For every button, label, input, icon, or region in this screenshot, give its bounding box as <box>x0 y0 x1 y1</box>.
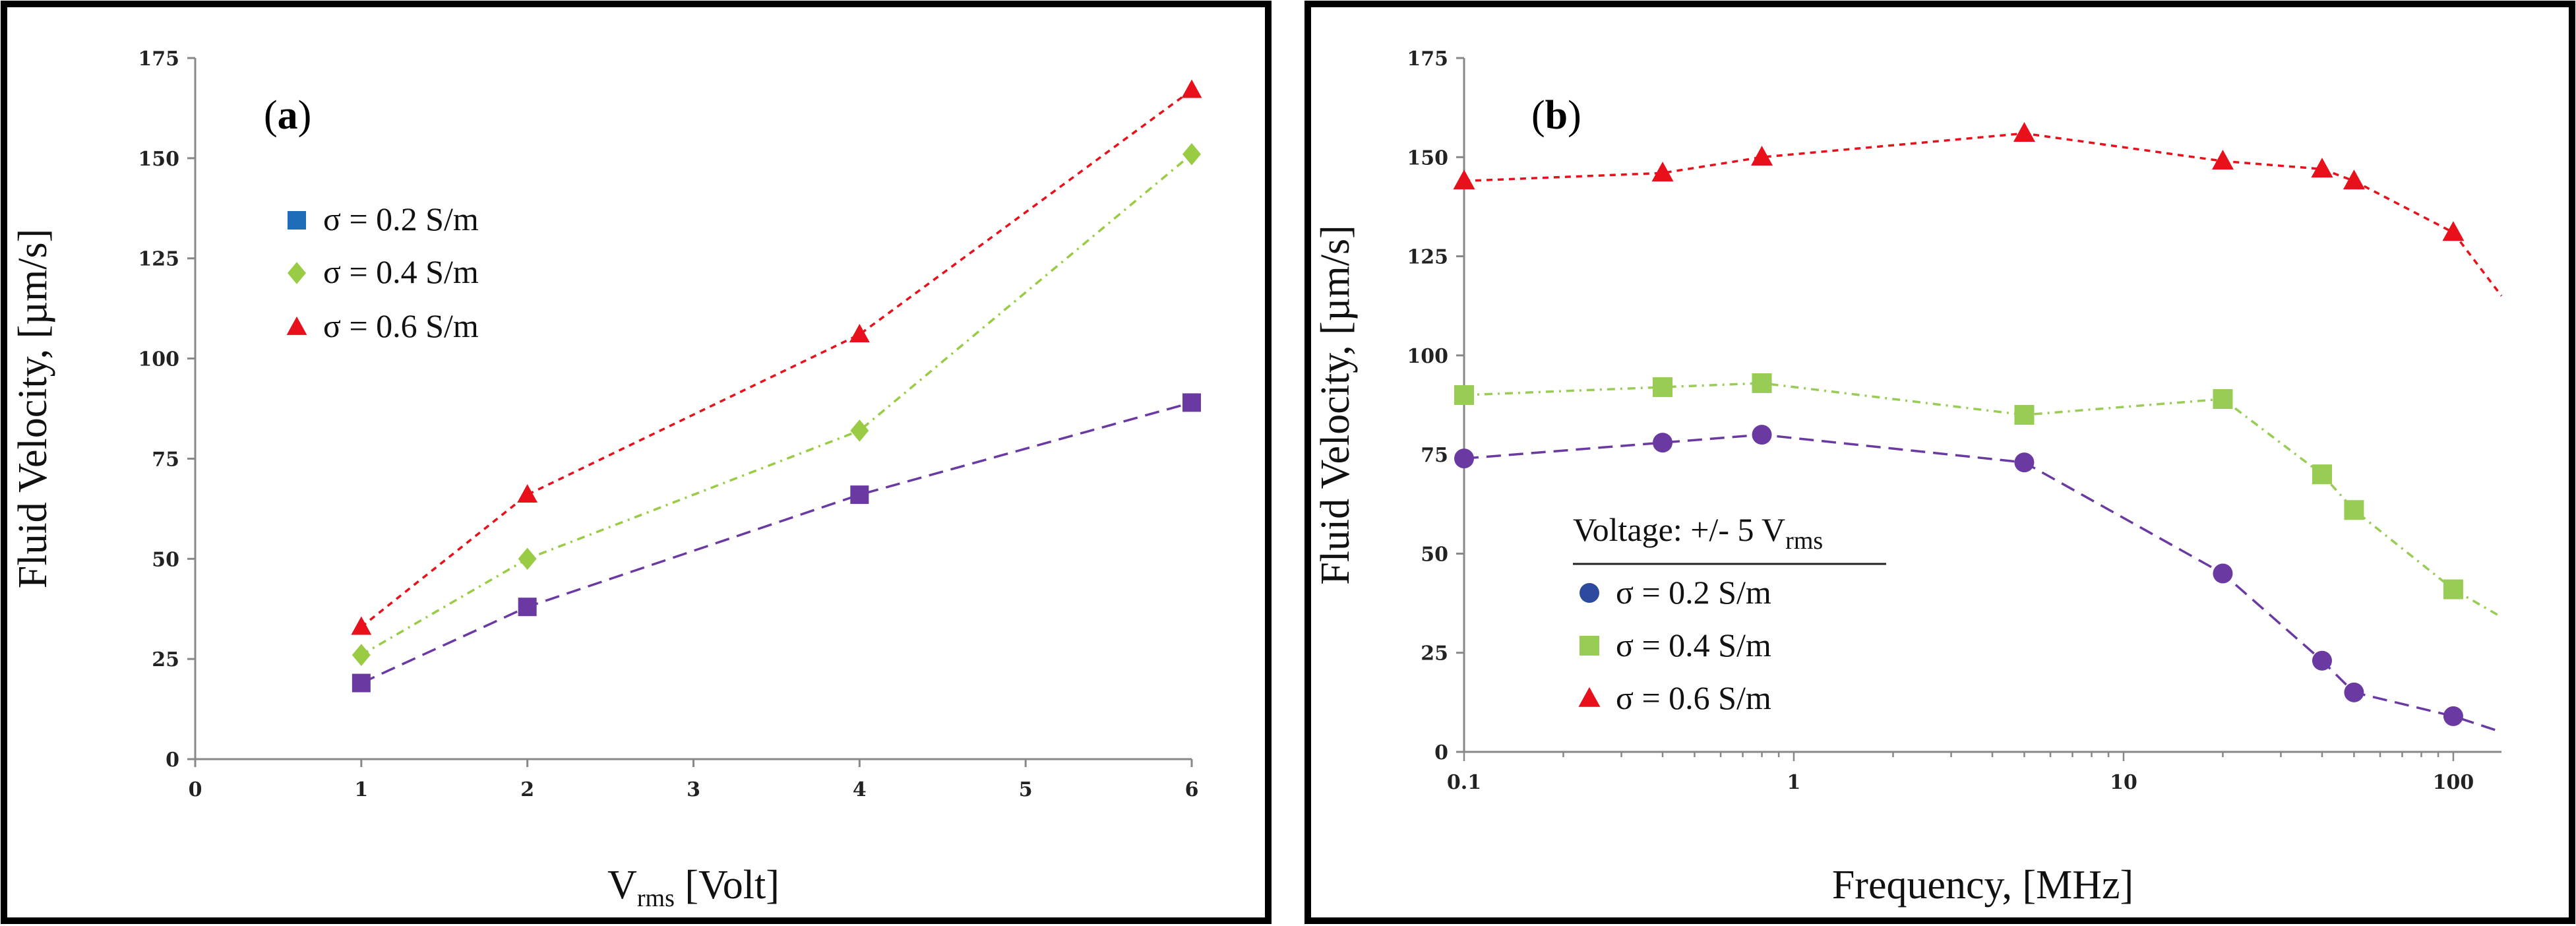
panel-a-series <box>351 79 1202 693</box>
panel-a-x-tick-label: 5 <box>1019 778 1033 801</box>
panel-a-series-line-0 <box>361 401 1192 685</box>
panel-b-legend-marker <box>1578 687 1601 707</box>
panel-a-legend-marker <box>288 211 306 230</box>
panel-a-data-point <box>352 673 371 693</box>
panel-a-legend-label: σ = 0.2 S/m <box>323 201 479 237</box>
panel-b-data-point <box>1651 162 1674 182</box>
panel-b-y-tick-label: 125 <box>1407 246 1448 269</box>
panel-b-x-tick-label: 1 <box>1787 771 1801 794</box>
panel-a-text: 0 25 50 75 100 125 150 175 0 1 2 3 4 5 6 (a) σ = 0.2 S/m… <box>11 47 1198 912</box>
panel-b-legend-title: Voltage: +/- 5 Vrms <box>1573 511 1823 555</box>
panel-b-y-tick-label: 25 <box>1421 642 1448 665</box>
panel-b-data-point <box>2343 170 2365 190</box>
panel-a-y-tick-label: 175 <box>138 47 179 71</box>
panel-a-legend-marker <box>288 262 306 284</box>
panel-b-data-point <box>2344 500 2364 520</box>
panel-b-data-point <box>2014 452 2035 473</box>
panel-a-data-point <box>351 616 372 635</box>
panel-a-data-point <box>1182 142 1201 166</box>
panel-b-data-point <box>2211 150 2234 170</box>
panel-b-y-axis-title: Fluid Velocity, [µm/s] <box>1313 225 1358 585</box>
panel-b-x-tick-label: 100 <box>2433 771 2474 794</box>
panel-a-y-tick-label: 125 <box>138 248 179 271</box>
panel-a-y-tick-label: 75 <box>152 448 179 471</box>
panel-b-x-axis-title: Frequency, [MHz] <box>1832 863 2133 908</box>
panel-a-legend-label: σ = 0.6 S/m <box>323 307 479 344</box>
panel-a-x-tick-label: 2 <box>520 778 534 801</box>
panel-b-data-point <box>1454 385 1474 405</box>
panel-b-x-tick-label: 10 <box>2110 771 2137 794</box>
panel-b-legend-label: σ = 0.2 S/m <box>1616 574 1771 611</box>
panel-b-legend-marker <box>1579 636 1599 656</box>
panel-b-y-tick-label: 150 <box>1407 146 1448 170</box>
panel-b-data-point <box>2443 579 2463 600</box>
panel-b-data-point <box>1752 373 1772 393</box>
panel-a-data-point <box>517 483 538 503</box>
panel-b-data-point <box>2442 221 2465 241</box>
panel-b-data-point <box>2013 121 2035 142</box>
panel-a-x-tick-label: 4 <box>853 778 867 801</box>
panel-a-data-point <box>849 324 870 343</box>
panel-b-data-point <box>1653 433 1673 453</box>
panel-a-data-point <box>850 419 869 442</box>
panel-a-x-tick-label: 1 <box>354 778 368 801</box>
panel-a-legend-label: σ = 0.4 S/m <box>323 253 479 290</box>
panel-a-data-point <box>850 485 869 505</box>
panel-a-y-tick-label: 100 <box>138 348 179 371</box>
panel-a-data-point <box>1181 79 1202 98</box>
panel-a-y-tick-label: 25 <box>152 648 179 671</box>
panel-b-data-point <box>1453 170 1475 190</box>
panel-b-series <box>1453 121 2503 733</box>
panel-a-plot-area <box>187 57 1193 767</box>
panel-b-data-point <box>2014 405 2035 425</box>
panel-a-x-tick-label: 0 <box>189 778 202 801</box>
panel-a-label: (a) <box>264 93 311 138</box>
panel-b-data-point <box>1752 425 1772 445</box>
panel-b-legend-marker <box>1579 583 1599 603</box>
panel-b-legend-label: σ = 0.6 S/m <box>1616 679 1771 716</box>
panel-b-text: 0 25 50 75 100 125 150 175 0.1 1 10 100 (b) Voltage: … <box>1313 47 2474 908</box>
panel-a-data-point <box>1182 393 1201 412</box>
panel-b-data-point <box>2213 563 2233 584</box>
panel-b-data-point <box>2311 158 2333 178</box>
panel-b-y-tick-label: 175 <box>1407 47 1448 71</box>
panel-b-chart: 0 25 50 75 100 125 150 175 0.1 1 10 100 (b) Voltage: … <box>1304 1 2575 924</box>
panel-b-data-point <box>2312 464 2332 485</box>
panel-a-series-line-2 <box>360 89 1193 628</box>
panel-b-y-tick-label: 0 <box>1434 741 1448 764</box>
panel-a-data-point <box>518 547 537 571</box>
panel-a-y-tick-label: 50 <box>152 548 179 571</box>
panel-a-data-point <box>518 598 537 617</box>
panel-a-chart: 0 25 50 75 100 125 150 175 0 1 2 3 4 5 6 (a) σ = 0.2 S/m… <box>1 1 1272 924</box>
panel-b-data-point <box>2344 682 2364 702</box>
panel-b-y-tick-label: 50 <box>1421 543 1448 566</box>
panel-a-x-tick-label: 6 <box>1185 778 1199 801</box>
panel-b-frame <box>1304 1 2575 924</box>
panel-a-x-tick-label: 3 <box>687 778 700 801</box>
panel-b-data-point <box>1454 448 1474 469</box>
panel-b-data-point <box>2213 388 2233 409</box>
panel-a-frame <box>1 1 1272 924</box>
panel-a-y-axis-title: Fluid Velocity, [µm/s] <box>11 229 55 589</box>
panel-b-y-tick-label: 100 <box>1407 345 1448 368</box>
panel-b-data-point <box>2443 706 2463 726</box>
panel-b-data-point <box>2312 650 2332 671</box>
panel-b-label: (b) <box>1531 93 1581 138</box>
panel-b-y-tick-label: 75 <box>1421 444 1448 467</box>
panel-a-data-point <box>352 644 371 666</box>
panel-a-series-line-1 <box>360 153 1193 656</box>
panel-a-y-tick-label: 0 <box>166 749 179 772</box>
panel-b-data-point <box>1751 146 1773 166</box>
panel-b-data-point <box>1653 377 1673 397</box>
panel-b-legend-label: σ = 0.4 S/m <box>1616 627 1771 664</box>
panel-a-y-tick-label: 150 <box>138 148 179 171</box>
panel-a-x-axis-title: Vrms [Volt] <box>607 863 780 912</box>
panel-b-x-tick-label: 0.1 <box>1447 771 1481 794</box>
panel-a-legend-marker <box>286 316 307 335</box>
